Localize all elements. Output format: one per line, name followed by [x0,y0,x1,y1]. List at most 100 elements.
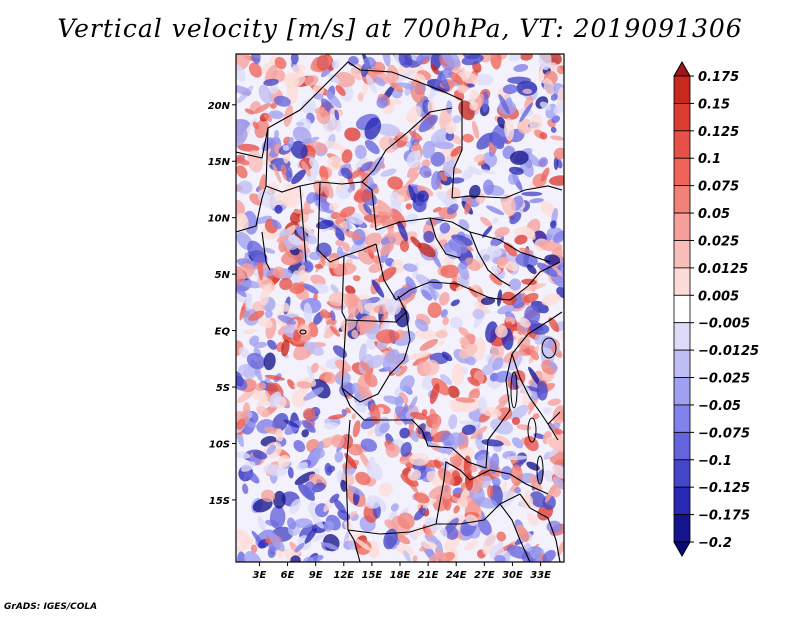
field-cell [272,266,285,279]
field-cell [354,538,373,552]
field-cell [281,302,290,312]
field-cell [412,353,432,366]
field-cell [323,520,334,532]
border-line [317,181,377,263]
field-cell [550,135,564,141]
field-cell [450,145,463,157]
field-cell [366,336,379,350]
border-line [236,185,267,233]
colorbar-swatch [673,157,691,187]
field-cell [501,194,517,216]
colorbar-swatch [673,103,691,132]
field-cell [351,413,356,420]
field-cell [431,170,441,191]
field-cell [418,114,438,133]
field-cell [334,71,356,88]
field-cell [430,151,445,167]
field-cell [528,366,542,387]
field-cell [517,326,525,335]
field-cell [400,441,412,457]
field-cell [366,184,378,192]
field-cell [394,533,411,545]
field-cell [525,385,541,392]
field-cell [497,407,513,421]
field-cell [371,279,385,298]
field-cell [236,263,255,280]
field-cell [378,482,393,497]
field-cell [451,234,473,246]
field-cell [550,126,557,133]
field-cell [458,71,480,85]
field-cell [309,157,319,169]
field-cell [357,92,364,102]
field-cell [327,155,342,171]
field-cell [240,461,256,472]
field-cell [473,154,486,163]
field-cell [301,429,309,438]
colorbar-swatch [673,514,691,543]
field-cell [421,375,436,390]
field-cell [503,242,518,257]
y-axis: 20N 15N 10N 5N EQ 5S 10S 15S [208,101,236,507]
field-cell [471,120,480,139]
field-cell [236,418,246,430]
field-cell [316,440,324,453]
field-cell [446,100,453,114]
field-cell [287,466,294,479]
field-cell [254,118,269,139]
field-cell [325,90,342,109]
field-cell [258,84,273,104]
field-cell [273,130,280,140]
field-cell [359,161,373,172]
field-cell [316,109,331,125]
field-cell [262,247,276,254]
field-cell [539,132,548,140]
field-cell [236,212,249,233]
colorbar-swatch [673,404,691,433]
field-cell [329,325,341,337]
field-cell [541,293,561,306]
field-cell [316,55,329,71]
field-cell [310,274,326,286]
field-cell [530,491,547,508]
field-cell [273,490,286,509]
field-cell [376,199,394,216]
field-cell [438,291,450,306]
field-cell [335,239,345,247]
border-line [341,255,407,323]
field-cell [448,414,458,430]
field-cell [399,454,412,465]
field-cell [394,395,404,408]
field-cell [236,84,252,95]
colorbar-label: 0.0125 [698,262,748,277]
field-cell [428,553,439,562]
lake-outline [536,455,544,485]
field-cell [261,489,276,503]
field-cell [284,183,305,199]
field-cell [538,54,552,71]
field-cell [245,420,257,428]
field-cell [457,497,468,509]
field-cell [536,381,548,401]
field-cell [293,440,306,453]
field-cell [440,264,459,279]
field-cell [543,451,552,460]
colorbar-swatch [673,349,691,378]
colorbar-swatch [673,212,691,241]
field-cell [551,464,564,479]
x-tick-label: 27E [474,570,495,581]
field-cell [255,316,273,329]
x-tick-label: 21E [418,570,439,581]
field-cell [511,416,521,426]
field-cell [376,123,401,137]
field-cell [344,293,359,309]
x-tick-label: 12E [333,570,354,581]
field-cell [413,492,430,504]
field-cell [399,375,415,392]
field-cell [373,76,386,87]
field-cell [439,222,451,234]
colorbar-swatch [673,431,691,461]
field-cell [440,483,452,500]
field-cell [455,286,463,292]
field-cell [496,531,507,542]
